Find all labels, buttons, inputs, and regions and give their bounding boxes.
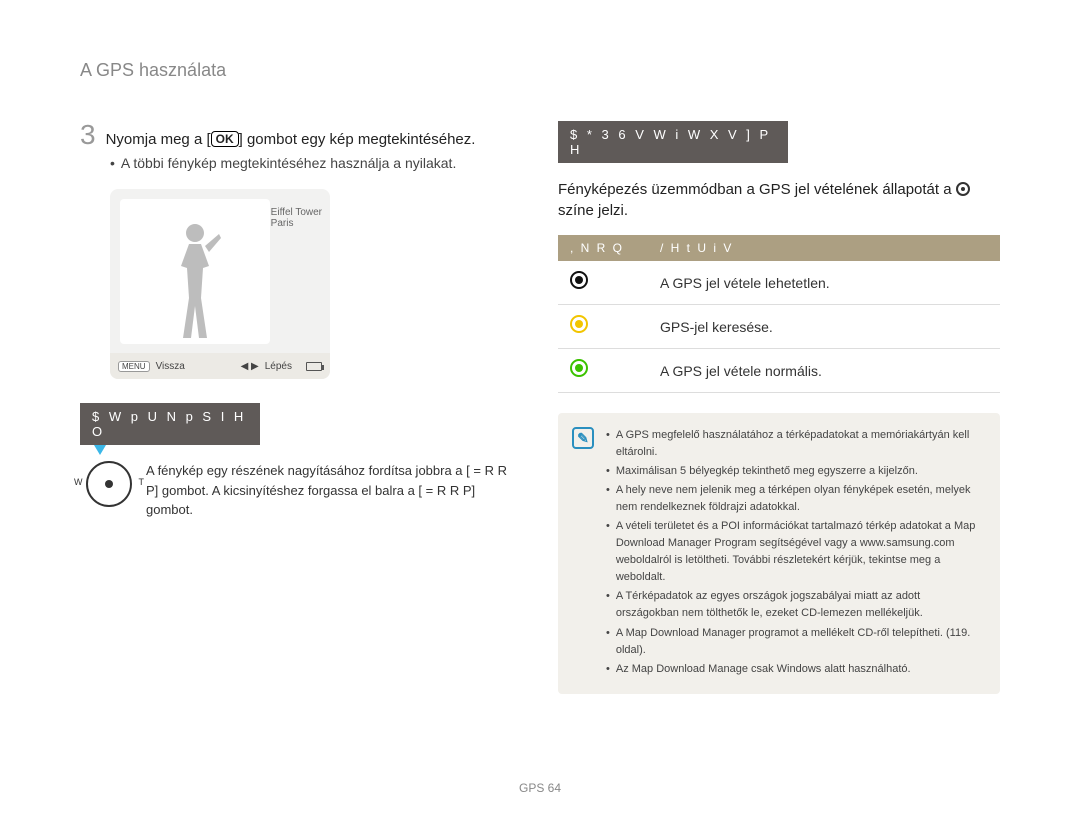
status-table-head: , N R Q / H t U i V [558, 235, 1000, 261]
note-box: ✎ A GPS megfelelő használatához a térkép… [558, 413, 1000, 694]
status-icon-cell [570, 315, 660, 338]
dial-t-label: T [139, 477, 145, 487]
page-title: A GPS használata [80, 60, 1000, 81]
page-footer: GPS 64 [0, 781, 1080, 795]
col-desc-head: / H t U i V [660, 241, 733, 255]
info-icon: ✎ [572, 427, 594, 449]
content-columns: 3 Nyomja meg a [OK] gombot egy kép megte… [80, 121, 1000, 694]
intro-after: színe jelzi. [558, 202, 628, 219]
step-sub-bullet: A többi fénykép megtekintéséhez használj… [110, 155, 522, 171]
step-line: 3 Nyomja meg a [OK] gombot egy kép megte… [80, 121, 522, 149]
step-text-before: Nyomja meg a [ [106, 131, 211, 148]
person-silhouette-icon [165, 224, 225, 344]
status-icon-cell [570, 271, 660, 294]
gps-status-intro: Fényképezés üzemmódban a GPS jel vételén… [558, 179, 1000, 221]
list-item: A Map Download Manager programot a mellé… [606, 625, 986, 659]
gps-status-black-icon [570, 271, 588, 289]
note-text: A vételi területet és a POI információka… [616, 518, 986, 586]
note-text: Az Map Download Manage csak Windows alat… [616, 661, 911, 678]
zoom-dial-icon: W T [86, 461, 132, 507]
dial-w-label: W [74, 477, 83, 487]
note-text: A GPS megfelelő használatához a térképad… [616, 427, 986, 461]
list-item: A GPS megfelelő használatához a térképad… [606, 427, 986, 461]
right-column: $ * 3 6 V W i W X V ] P H Fényképezés üz… [558, 121, 1000, 694]
gps-target-icon [956, 182, 970, 196]
gps-status-yellow-icon [570, 315, 588, 333]
left-section-head: $ W p U N p S I H O [80, 403, 260, 445]
status-desc: GPS-jel keresése. [660, 319, 773, 335]
left-column: 3 Nyomja meg a [OK] gombot egy kép megte… [80, 121, 522, 694]
col-icon-head: , N R Q [570, 241, 660, 255]
list-item: Az Map Download Manage csak Windows alat… [606, 661, 986, 678]
list-item: Maximálisan 5 bélyegkép tekinthető meg e… [606, 463, 986, 480]
step-label: Lépés [265, 361, 292, 372]
sub-bullet-text: A többi fénykép megtekintéséhez használj… [121, 155, 456, 171]
intro-before: Fényképezés üzemmódban a GPS jel vételén… [558, 181, 956, 198]
table-row: A GPS jel vétele lehetetlen. [558, 261, 1000, 305]
status-icon-cell [570, 359, 660, 382]
preview-label-1: Eiffel Tower [271, 207, 322, 218]
note-text: A Map Download Manager programot a mellé… [616, 625, 986, 659]
step-text-after: ] gombot egy kép megtekintéséhez. [239, 131, 476, 148]
note-text: Maximálisan 5 bélyegkép tekinthető meg e… [616, 463, 918, 480]
preview-photo [120, 199, 270, 344]
table-row: A GPS jel vétele normális. [558, 349, 1000, 393]
camera-preview: Eiffel Tower Paris MENU Vissza ◀ ▶ Lépés [110, 189, 330, 379]
preview-footer: MENU Vissza ◀ ▶ Lépés [110, 353, 330, 379]
step-number: 3 [80, 121, 96, 149]
step-text: Nyomja meg a [OK] gombot egy kép megteki… [106, 131, 476, 148]
status-table: , N R Q / H t U i V A GPS jel vétele leh… [558, 235, 1000, 393]
menu-chip-icon: MENU [118, 361, 150, 372]
gps-status-green-icon [570, 359, 588, 377]
status-desc: A GPS jel vétele lehetetlen. [660, 275, 830, 291]
nav-arrows-icon: ◀ ▶ [241, 361, 259, 372]
back-label: Vissza [156, 361, 185, 372]
note-list: A GPS megfelelő használatához a térképad… [606, 427, 986, 680]
preview-location-labels: Eiffel Tower Paris [271, 207, 322, 229]
list-item: A hely neve nem jelenik meg a térképen o… [606, 482, 986, 516]
dial-arrow-icon [94, 445, 106, 455]
note-text: A hely neve nem jelenik meg a térképen o… [616, 482, 986, 516]
battery-icon [306, 362, 322, 371]
zoom-description: A fénykép egy részének nagyításához ford… [146, 461, 522, 520]
list-item: A vételi területet és a POI információka… [606, 518, 986, 586]
right-section-head: $ * 3 6 V W i W X V ] P H [558, 121, 788, 163]
ok-icon: OK [211, 131, 239, 147]
note-text: A Térképadatok az egyes országok jogszab… [616, 588, 986, 622]
list-item: A Térképadatok az egyes országok jogszab… [606, 588, 986, 622]
zoom-dial-wrap: W T [80, 461, 132, 507]
status-desc: A GPS jel vétele normális. [660, 363, 822, 379]
table-row: GPS-jel keresése. [558, 305, 1000, 349]
preview-label-2: Paris [271, 218, 322, 229]
zoom-row: W T A fénykép egy részének nagyításához … [80, 461, 522, 520]
